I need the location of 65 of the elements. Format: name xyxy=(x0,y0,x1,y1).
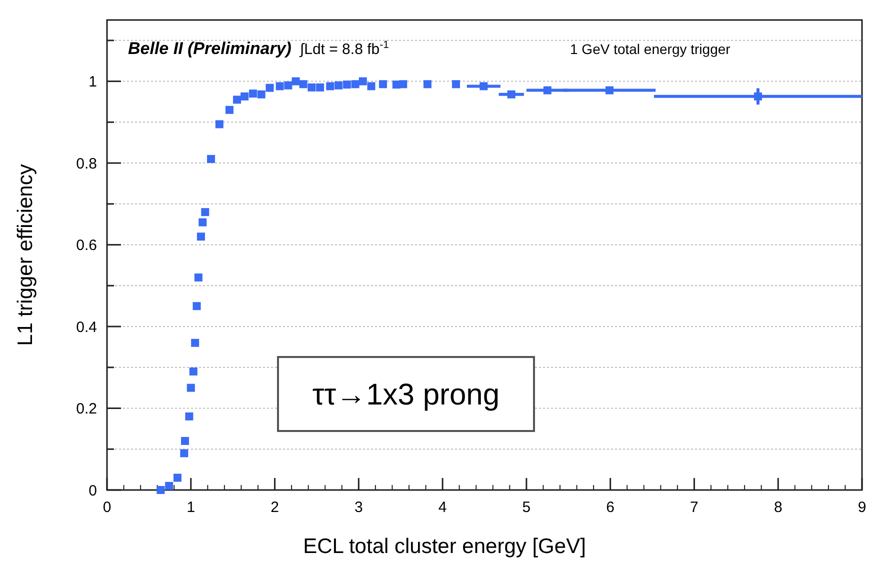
x-tick-label: 0 xyxy=(102,499,112,516)
x-tick-label: 5 xyxy=(522,499,531,516)
x-tick-label: 1 xyxy=(186,499,196,516)
x-tick-label: 2 xyxy=(270,499,279,516)
point xyxy=(198,218,207,226)
y-tick-label: 1 xyxy=(88,74,97,91)
point xyxy=(480,82,488,90)
x-tick-label: 8 xyxy=(774,499,782,516)
point xyxy=(326,82,334,90)
point xyxy=(189,367,198,376)
x-tick-label: 6 xyxy=(606,499,615,516)
x-tick-label: 3 xyxy=(354,499,363,516)
point xyxy=(165,482,174,490)
point xyxy=(180,449,188,458)
point xyxy=(334,81,343,90)
point xyxy=(543,86,552,94)
point xyxy=(181,436,190,445)
point xyxy=(342,80,351,89)
point xyxy=(196,232,205,241)
x-tick-label: 9 xyxy=(858,499,866,516)
point xyxy=(156,486,165,494)
x-tick-label: 4 xyxy=(438,499,447,516)
point xyxy=(185,412,194,420)
point xyxy=(186,384,195,392)
y-tick-label: 0.2 xyxy=(76,400,97,418)
y-axis-title: L1 trigger efficiency xyxy=(14,164,37,346)
point xyxy=(308,83,316,92)
x-tick-label: 7 xyxy=(690,499,698,516)
annotation: ∫Ldt = 8.8 fb$^{-1}$ xyxy=(299,39,390,58)
point xyxy=(367,82,376,90)
point xyxy=(378,80,387,88)
annotation: 1 GeV total energy trigger xyxy=(570,41,731,57)
y-tick-label: 0.4 xyxy=(76,318,97,336)
point xyxy=(233,96,242,104)
point xyxy=(240,92,249,100)
point xyxy=(276,82,284,90)
point xyxy=(257,90,266,98)
point xyxy=(605,86,614,94)
point xyxy=(316,83,324,92)
point xyxy=(207,154,216,163)
x-axis-title: ECL total cluster energy [GeV] xyxy=(303,535,586,558)
y-tick-label: 0.6 xyxy=(76,237,97,254)
y-tick-label: 0.8 xyxy=(76,155,97,172)
point xyxy=(299,80,308,88)
point xyxy=(423,80,432,88)
point xyxy=(215,120,224,128)
point xyxy=(248,90,257,98)
point xyxy=(201,208,210,216)
point xyxy=(507,90,516,98)
point xyxy=(754,92,762,100)
point xyxy=(191,338,200,347)
point xyxy=(266,84,274,92)
point xyxy=(351,80,360,88)
point xyxy=(358,77,367,86)
point xyxy=(194,273,202,282)
point xyxy=(452,80,460,88)
point xyxy=(173,474,182,482)
point xyxy=(284,81,292,90)
point xyxy=(192,302,201,310)
annotation: Belle II (Preliminary) xyxy=(128,39,292,58)
point xyxy=(225,106,234,114)
point xyxy=(292,77,300,86)
y-tick-label: 0 xyxy=(88,482,97,500)
point xyxy=(399,80,408,88)
annotation: ττ→1x3 prong xyxy=(312,378,500,412)
